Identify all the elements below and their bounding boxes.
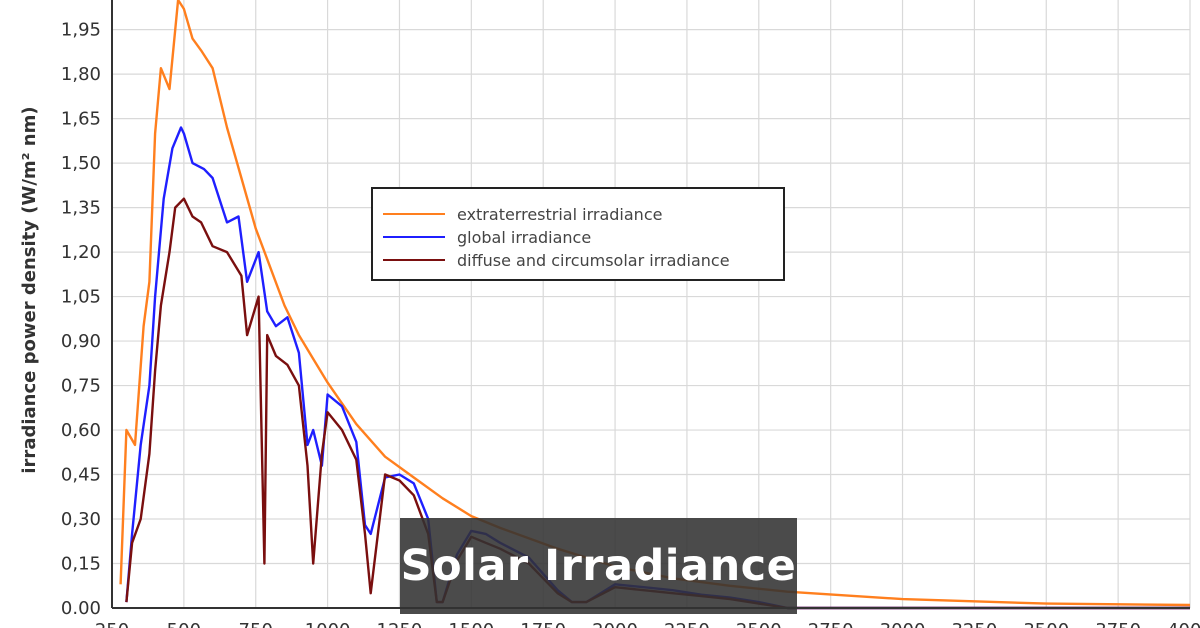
x-tick-label: 3500 [1023,620,1069,628]
y-tick-label: 0,90 [61,331,101,352]
legend-item-extraterrestrial: extraterrestrial irradiance [383,203,662,225]
y-tick-label: 1,05 [61,287,101,308]
y-tick-label: 1,20 [61,242,101,263]
y-tick-label: 0,45 [61,465,101,486]
x-tick-label: 1250 [377,620,423,628]
y-tick-label: 0,15 [61,554,101,575]
x-axis-ticks: 250 500 750 1000 1250 1500 1750 2000 2250 2500 275… [95,620,1200,628]
x-tick-label: 2500 [736,620,782,628]
caption-title: Solar Irradiance [400,541,797,591]
y-tick-label: 1,50 [61,153,101,174]
x-tick-label: 3250 [951,620,997,628]
x-tick-label: 3750 [1095,620,1141,628]
x-tick-label: 4000 [1167,620,1200,628]
legend-label-global: global irradiance [457,227,592,247]
x-tick-label: 1500 [448,620,494,628]
series-lines [119,0,1191,610]
x-tick-label: 2750 [808,620,854,628]
legend-label-extraterrestrial: extraterrestrial irradiance [457,204,663,224]
y-tick-label: 1,80 [61,64,101,85]
legend-swatch-extraterrestrial [383,213,445,215]
y-tick-label: 0,60 [61,420,101,441]
x-tick-label: 250 [95,620,129,628]
grid-lines [111,0,1191,609]
legend-swatch-diffuse [383,259,445,261]
x-tick-label: 1750 [520,620,566,628]
y-tick-label: 0,75 [61,376,101,397]
legend-item-global: global irradiance [383,226,591,248]
y-tick-label: 0.00 [61,598,101,619]
x-tick-label: 1000 [305,620,351,628]
series-line-extraterrestrial [119,0,1191,607]
y-tick-label: 0,30 [61,509,101,530]
y-axis-label: irradiance power density (W/m² nm) [19,106,40,473]
y-axis-ticks: 0.00 0,15 0,30 0,45 0,60 0,75 0,90 1,05 1,20 1,35… [61,20,101,619]
x-tick-label: 2250 [664,620,710,628]
legend: extraterrestrial irradiance global irrad… [371,187,785,281]
x-tick-label: 500 [167,620,201,628]
legend-item-diffuse: diffuse and circumsolar irradiance [383,249,730,271]
x-tick-label: 3000 [880,620,926,628]
y-tick-label: 1,95 [61,20,101,41]
legend-label-diffuse: diffuse and circumsolar irradiance [457,250,730,270]
x-tick-label: 2000 [592,620,638,628]
y-tick-label: 1,65 [61,109,101,130]
y-tick-label: 1,35 [61,198,101,219]
legend-swatch-global [383,236,445,238]
caption-banner: Solar Irradiance [400,518,797,614]
x-tick-label: 750 [239,620,273,628]
